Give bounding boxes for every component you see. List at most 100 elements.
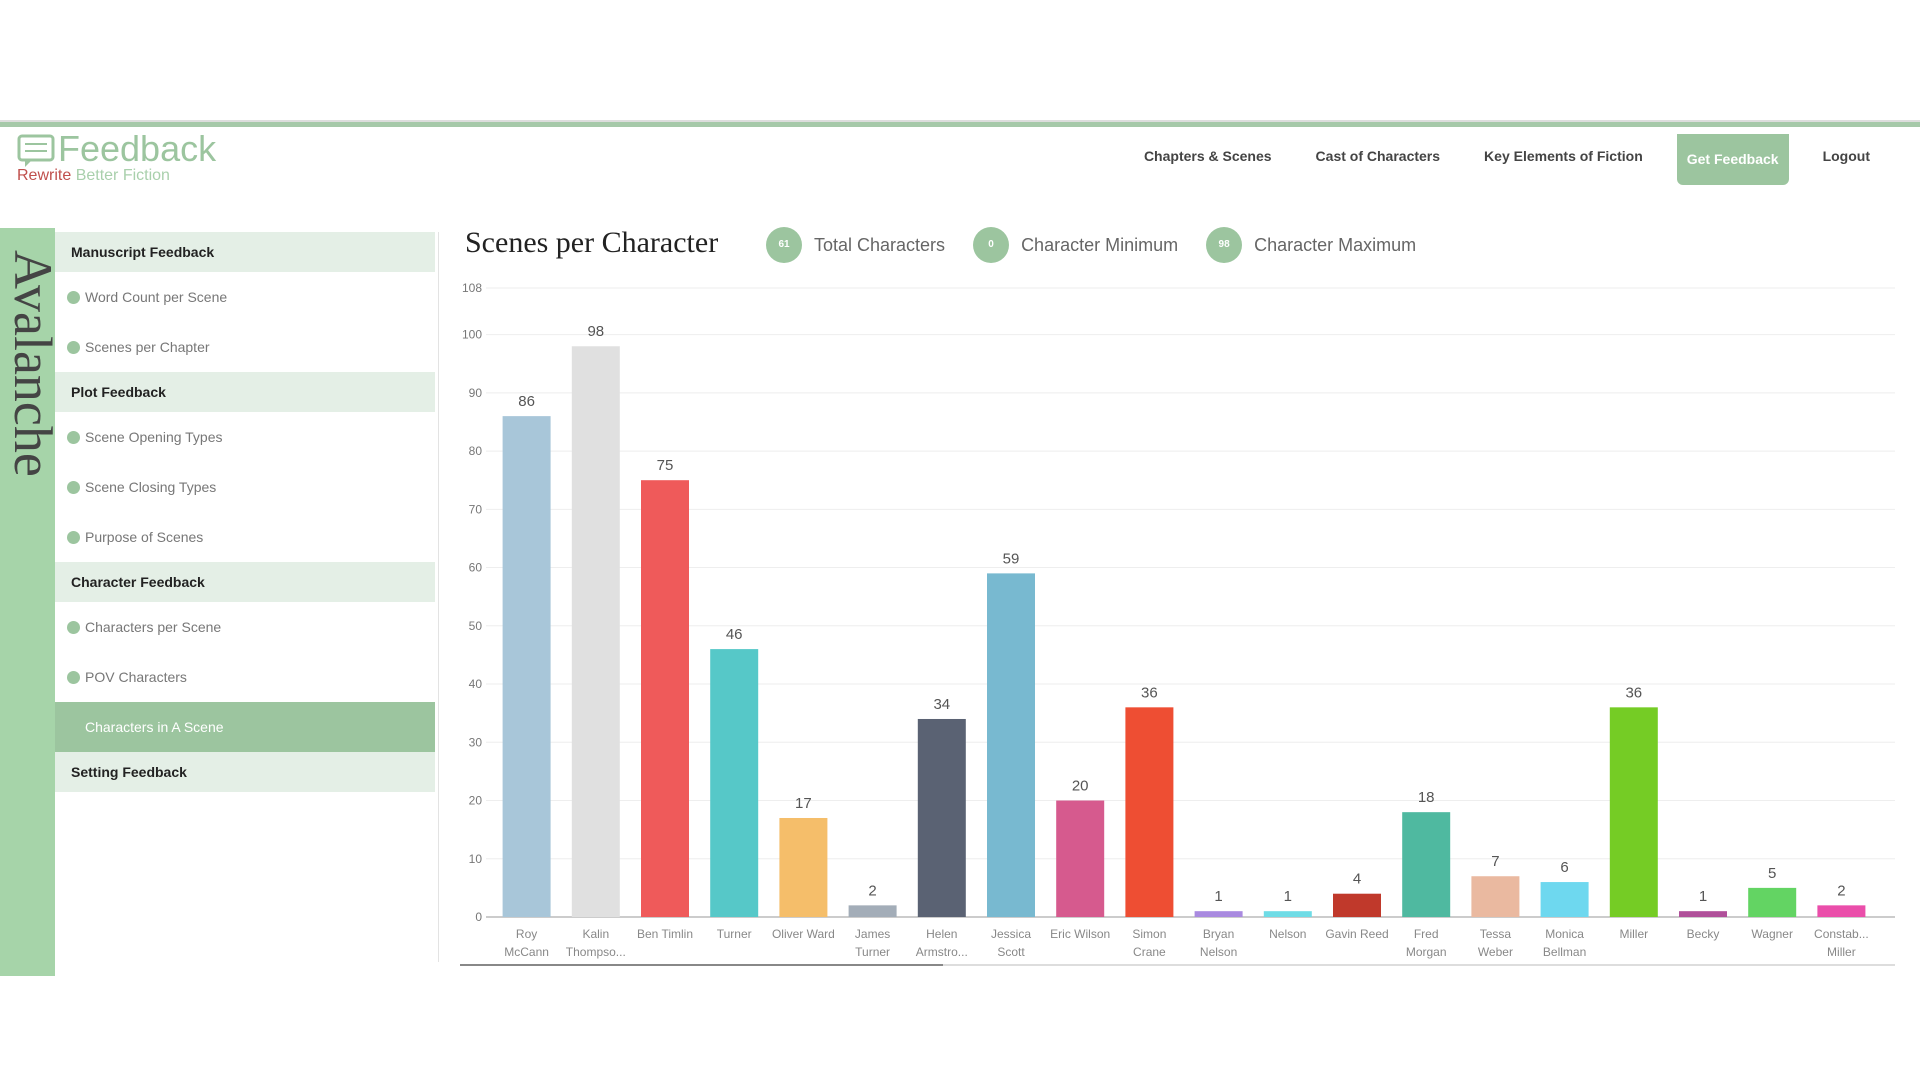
value-label: 98 — [587, 323, 604, 340]
bar — [917, 718, 966, 917]
y-tick-label: 108 — [462, 281, 482, 295]
stat-label: Total Characters — [814, 234, 946, 255]
bar — [1540, 882, 1589, 917]
x-tick-label: Helen Armstro... — [915, 927, 968, 959]
x-tick-label: Monica Bellman — [1542, 927, 1587, 959]
bar — [1679, 911, 1727, 917]
bar — [1263, 911, 1312, 917]
x-tick-label: James Turner — [854, 927, 891, 959]
tagline-part: Better Fiction — [75, 167, 170, 184]
bar — [1056, 800, 1105, 917]
value-label: 1 — [1284, 888, 1292, 905]
logo-icon — [17, 134, 55, 167]
value-label: 86 — [518, 393, 535, 410]
menu-item[interactable]: Characters per Scene — [55, 602, 435, 652]
nav-item[interactable]: Logout — [1822, 148, 1870, 164]
tagline-part: Rewrite — [17, 167, 72, 184]
stat-badge: 98 — [1206, 227, 1243, 263]
x-tick-label: Constab... Miller — [1814, 927, 1869, 959]
menu-item[interactable]: Scene Closing Types — [55, 462, 435, 512]
y-tick-label: 60 — [469, 561, 483, 575]
nav-item[interactable]: Key Elements of Fiction — [1484, 148, 1643, 164]
y-tick-label: 10 — [469, 852, 483, 866]
value-label: 1 — [1699, 888, 1707, 905]
bar — [641, 480, 689, 917]
stat-label: Character Maximum — [1254, 234, 1417, 255]
bar — [502, 416, 551, 917]
stat-badge: 0 — [973, 227, 1010, 263]
x-tick-label: Gavin Reed — [1325, 927, 1389, 941]
stat: 61 Total Characters — [766, 227, 945, 263]
section-heading: Plot Feedback — [55, 372, 435, 412]
x-tick-label: Nelson — [1269, 927, 1307, 941]
value-label: 4 — [1353, 871, 1361, 888]
y-tick-label: 40 — [469, 677, 483, 691]
top-border — [0, 120, 1920, 122]
bar — [779, 817, 828, 917]
bar — [987, 573, 1035, 917]
chart-title: Scenes per Character — [465, 226, 719, 259]
nav-item[interactable]: Cast of Characters — [1315, 148, 1441, 164]
bar — [571, 346, 620, 918]
book-title: Avalanche — [3, 250, 63, 477]
stats: 61 Total Characters 0 Character Minimum 98 Ch… — [766, 227, 1416, 263]
y-tick-label: 50 — [469, 619, 483, 633]
x-tick-label: Simon Crane — [1132, 927, 1167, 959]
x-tick-label: Wagner — [1751, 927, 1793, 941]
x-tick-label: Turner — [716, 927, 752, 941]
value-label: 34 — [933, 696, 950, 713]
y-tick-label: 80 — [469, 444, 483, 458]
value-label: 6 — [1560, 859, 1568, 876]
value-label: 20 — [1072, 778, 1089, 795]
value-label: 59 — [1003, 550, 1020, 567]
y-tick-label: 100 — [462, 328, 482, 342]
bar — [1471, 876, 1520, 917]
nav-item[interactable]: Get Feedback — [1676, 128, 1789, 185]
logo-title[interactable]: Feedback — [58, 128, 217, 169]
bar — [1748, 887, 1797, 917]
y-tick-label: 30 — [469, 735, 483, 749]
x-tick-label: Becky — [1686, 927, 1720, 941]
section-heading: Setting Feedback — [55, 752, 435, 792]
x-tick-label: Miller — [1619, 927, 1649, 941]
x-tick-label: Jessica Scott — [990, 927, 1031, 959]
bar — [1817, 905, 1866, 917]
x-tick-label: Eric Wilson — [1050, 927, 1111, 941]
x-tick-label: Fred Morgan — [1405, 927, 1447, 959]
menu-item[interactable]: Scene Opening Types — [55, 412, 435, 462]
menu-item[interactable]: Purpose of Scenes — [55, 512, 435, 562]
bar — [848, 905, 897, 917]
logo-tagline: Rewrite Better Fiction — [17, 167, 170, 185]
menu-item[interactable]: Word Count per Scene — [55, 272, 435, 322]
value-label: 2 — [1837, 882, 1845, 899]
stat: 98 Character Maximum — [1206, 227, 1416, 263]
stat: 0 Character Minimum — [973, 227, 1178, 263]
book-strip — [0, 228, 55, 976]
value-label: 46 — [726, 626, 743, 643]
value-label: 1 — [1214, 888, 1222, 905]
nav-item[interactable]: Chapters & Scenes — [1143, 148, 1272, 164]
y-tick-label: 90 — [469, 386, 483, 400]
x-tick-label: Oliver Ward — [771, 927, 835, 941]
section-heading: Character Feedback — [55, 562, 435, 602]
bar — [1125, 707, 1174, 917]
menu-item[interactable]: POV Characters — [55, 652, 435, 702]
x-tick-label: Tessa Weber — [1477, 927, 1513, 959]
y-tick-label: 70 — [469, 502, 483, 516]
value-label: 5 — [1768, 865, 1776, 882]
value-label: 75 — [657, 457, 674, 474]
bar — [1402, 812, 1451, 917]
menu-item[interactable]: Scenes per Chapter — [55, 322, 435, 372]
stat-badge: 61 — [766, 227, 802, 263]
menu-item[interactable]: Characters in A Scene — [55, 702, 435, 752]
value-label: 18 — [1418, 789, 1435, 806]
nav-bar: Chapters & Scenes Cast of Characters Key E… — [1134, 128, 1880, 185]
x-tick-label: Ben Timlin — [636, 927, 694, 941]
x-tick-label: Roy McCann — [504, 927, 549, 959]
value-label: 17 — [795, 795, 812, 812]
value-label: 36 — [1625, 684, 1642, 701]
bar — [710, 649, 759, 917]
y-tick-label: 0 — [475, 910, 482, 924]
value-label: 36 — [1141, 684, 1158, 701]
